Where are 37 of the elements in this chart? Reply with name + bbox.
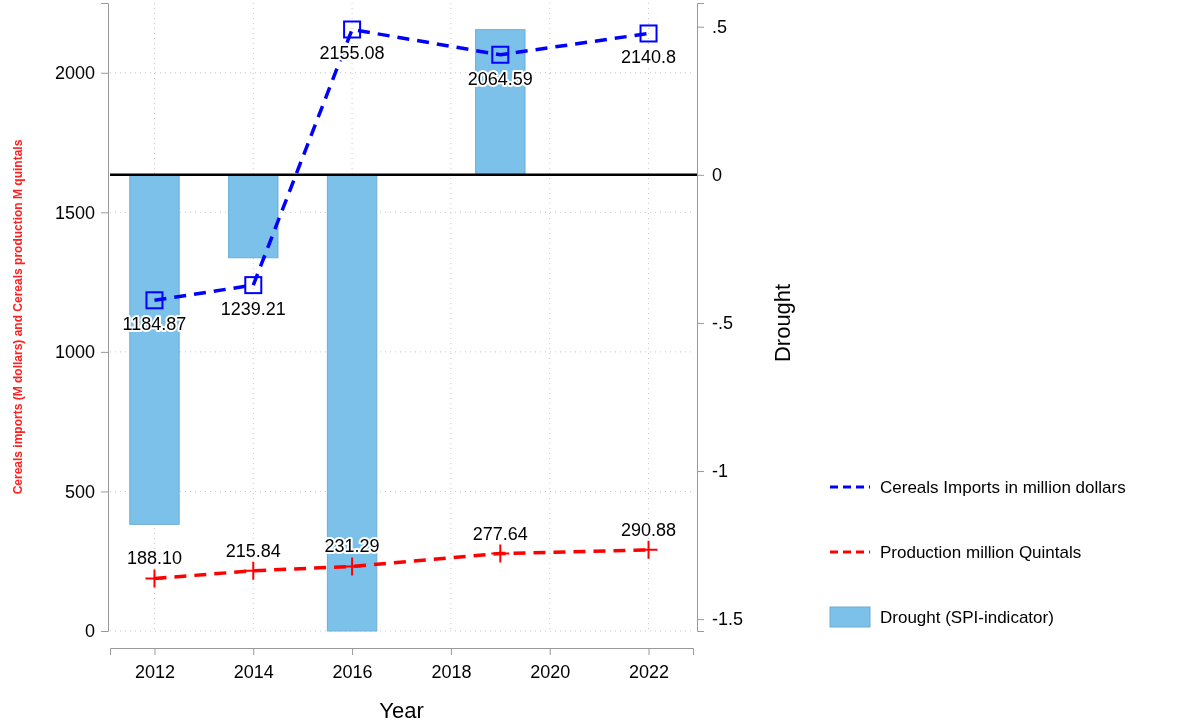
point <box>342 556 363 577</box>
data-label: 188.10 <box>126 548 182 569</box>
data-label: 1239.21 <box>220 299 286 320</box>
y2-tick-label: -1 <box>712 461 729 482</box>
y-tick-label: 0 <box>84 621 95 642</box>
x-tick-label: 2020 <box>530 661 571 682</box>
point <box>639 24 658 43</box>
x-axis-title: Year <box>379 698 424 723</box>
data-label: 290.88 <box>621 519 677 540</box>
y2-tick-label: 0 <box>712 165 723 186</box>
point <box>144 568 165 589</box>
x-tick-label: 2012 <box>134 661 175 682</box>
point <box>491 45 510 64</box>
data-label: 215.84 <box>225 540 281 561</box>
x-tick-label: 2022 <box>629 661 670 682</box>
y2-tick-label: .5 <box>712 16 728 37</box>
y-tick-label: 1000 <box>54 342 95 363</box>
x-tick-label: 2018 <box>431 661 472 682</box>
point <box>244 276 263 295</box>
legend-label: Drought (SPI-indicator) <box>880 608 1054 627</box>
data-label: 277.64 <box>472 523 528 544</box>
legend-label: Cereals Imports in million dollars <box>880 478 1126 497</box>
point <box>145 291 164 310</box>
y-tick-label: 1500 <box>54 202 95 223</box>
y-axis-title: Cereals imports (M dollars) and Cereals production M quintals <box>11 139 25 495</box>
legend-label: Production million Quintals <box>880 543 1082 562</box>
y2-axis-title: Drought <box>770 283 795 363</box>
y2-tick-label: -1.5 <box>712 609 744 630</box>
y-tick-label: 500 <box>64 481 95 502</box>
y2-tick-label: -.5 <box>712 313 734 334</box>
y-tick-label: 2000 <box>54 63 95 84</box>
data-label: 2140.8 <box>621 47 677 68</box>
x-tick-label: 2016 <box>332 661 373 682</box>
point <box>638 539 659 560</box>
x-tick-label: 2014 <box>233 661 274 682</box>
point <box>343 20 362 39</box>
point <box>490 543 511 564</box>
